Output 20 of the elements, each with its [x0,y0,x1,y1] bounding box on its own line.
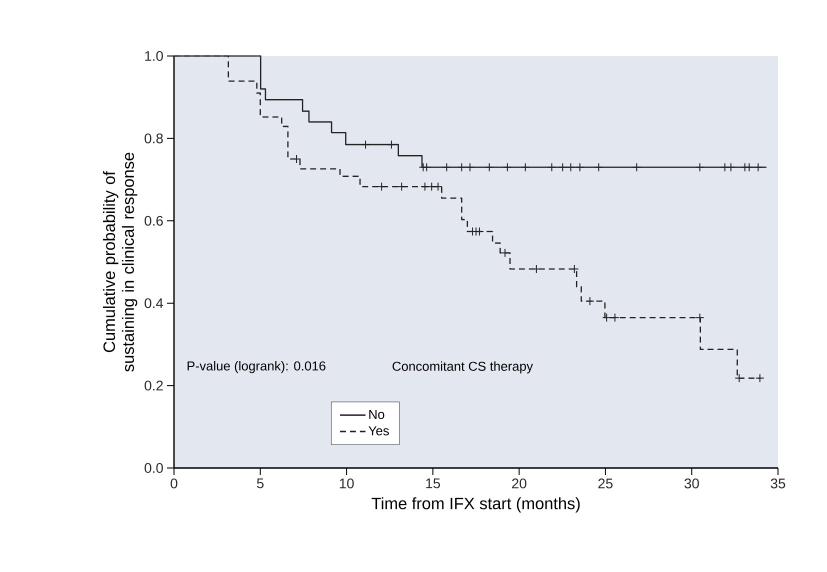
y-tick-label: 1.0 [145,51,163,61]
y-tick-label: 0.0 [144,463,163,473]
y-tick-label: 0.4 [144,298,164,308]
y-axis-title: Cumulative probability of sustaining in clinical response [103,152,138,372]
legend-label: Yes [368,426,389,436]
x-tick-label: 25 [598,478,613,488]
x-tick-label: 20 [512,478,526,488]
x-tick-label: 15 [426,478,440,488]
x-tick-label: 10 [340,478,354,488]
annotation: P-value (logrank): 0.016 [188,361,326,374]
x-tick-label: 0 [170,478,178,488]
y-tick-label: 0.6 [144,216,163,226]
x-axis-title: Time from IFX start (months) [372,497,580,513]
x-tick-label: 30 [684,478,699,488]
x-tick-label: 5 [256,478,264,488]
y-tick-label: 0.8 [144,133,163,144]
y-tick-label: 0.2 [144,380,163,391]
legend-label: No [369,410,384,419]
legend-title: Concomitant CS therapy [392,361,533,374]
x-tick-label: 35 [770,478,786,488]
